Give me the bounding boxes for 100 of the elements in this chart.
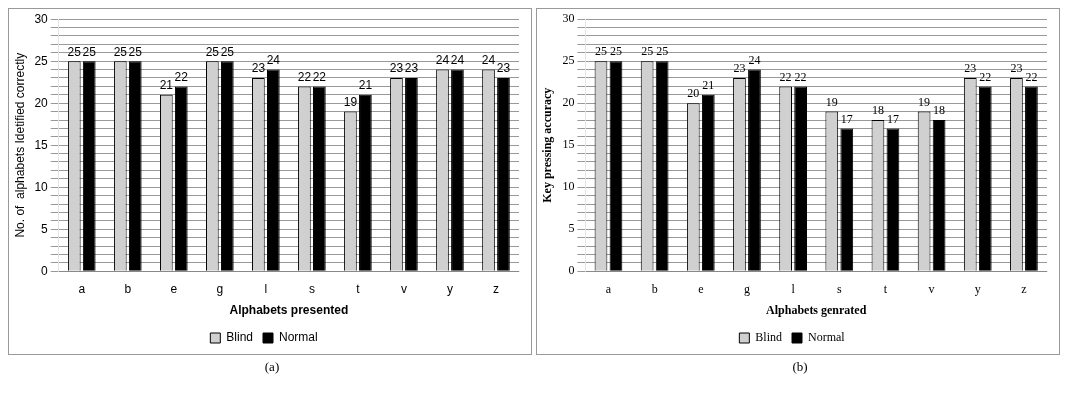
data-label: 23	[404, 61, 419, 76]
y-axis-title: Key pressing accuracy	[540, 87, 555, 203]
x-tick-label: y	[446, 281, 453, 296]
data-label: 21	[358, 78, 373, 93]
x-tick-label: l	[791, 281, 796, 296]
data-label: 17	[886, 111, 899, 126]
data-label: 19	[343, 94, 358, 109]
x-tick-label: v	[928, 281, 935, 296]
data-label: 18	[933, 103, 946, 118]
bar	[128, 61, 142, 271]
y-tick-label: 5	[41, 221, 49, 236]
data-label: 24	[435, 52, 450, 67]
bar	[978, 86, 992, 271]
x-tick-label: a	[78, 281, 86, 296]
data-label: 23	[496, 61, 511, 76]
bar	[794, 86, 807, 271]
y-tick-label: 30	[562, 11, 575, 26]
data-label: 22	[297, 69, 312, 84]
text: (a)	[263, 359, 281, 375]
data-label: 19	[825, 94, 838, 109]
bar	[266, 69, 280, 271]
bar	[174, 86, 188, 271]
data-label: 25	[220, 44, 235, 59]
data-label: 19	[918, 94, 931, 109]
data-label: 24	[450, 52, 465, 67]
bar	[497, 78, 510, 271]
data-label: 24	[481, 52, 496, 67]
y-tick-label: 0	[568, 263, 575, 278]
bar	[932, 120, 946, 271]
x-tick-label: l	[264, 281, 268, 296]
bar	[886, 128, 900, 271]
bar	[405, 78, 418, 271]
y-tick-label: 5	[568, 221, 575, 236]
bar	[840, 128, 854, 271]
x-axis-title: Alphabets genrated	[766, 302, 867, 317]
x-tick-label: t	[356, 281, 361, 296]
data-label: 23	[389, 61, 404, 76]
data-label: 25	[205, 44, 220, 59]
y-tick-label: 20	[34, 95, 49, 110]
y-tick-label: 25	[34, 53, 49, 68]
data-label: 21	[159, 78, 174, 93]
data-label: 22	[979, 69, 992, 84]
data-label: 20	[687, 86, 700, 101]
x-tick-label: v	[400, 281, 407, 296]
y-axis-title: No. of alphabets Idetified correctly	[12, 52, 27, 238]
data-label: 21	[702, 77, 715, 92]
legend-label: Blind	[226, 330, 254, 345]
data-label: 18	[871, 103, 884, 118]
data-label: 25	[67, 44, 82, 59]
y-tick-label: 25	[562, 53, 575, 68]
x-tick-label: s	[836, 281, 842, 296]
data-label: 24	[266, 52, 281, 67]
data-label: 22	[1025, 69, 1038, 84]
x-tick-label: z	[1021, 281, 1027, 296]
x-tick-label: e	[170, 281, 178, 296]
data-label: 24	[748, 52, 761, 67]
data-label: 22	[779, 69, 792, 84]
data-label: 23	[733, 61, 746, 76]
bar	[82, 61, 96, 271]
x-tick-label: z	[492, 281, 499, 296]
data-label: 25	[609, 44, 622, 59]
x-tick-label: g	[216, 281, 224, 296]
data-label: 22	[312, 69, 327, 84]
bar	[313, 86, 326, 271]
x-tick-label: e	[698, 281, 704, 296]
x-tick-label: t	[883, 281, 888, 296]
legend-label: Blind	[755, 330, 783, 345]
y-tick-label: 20	[562, 95, 575, 110]
data-label: 25	[113, 44, 128, 59]
data-label: 25	[82, 44, 97, 59]
x-tick-label: b	[651, 281, 658, 296]
x-tick-label: y	[974, 281, 981, 296]
y-tick-label: 30	[34, 11, 49, 26]
y-tick-label: 15	[34, 137, 49, 152]
bar	[748, 69, 761, 271]
x-axis-title: Alphabets presented	[229, 303, 349, 318]
bar	[359, 94, 372, 271]
bar	[1025, 86, 1038, 271]
data-label: 25	[594, 44, 607, 59]
bar	[220, 61, 234, 271]
data-label: 22	[794, 69, 807, 84]
legend-label: Normal	[808, 330, 846, 345]
y-tick-label: 15	[562, 137, 575, 152]
bar	[701, 94, 715, 271]
data-label: 23	[964, 61, 977, 76]
x-tick-label: b	[124, 281, 132, 296]
data-label: 17	[840, 111, 853, 126]
legend-label: Normal	[279, 330, 318, 345]
x-tick-label: g	[743, 281, 750, 296]
data-label: 25	[656, 44, 669, 59]
y-tick-label: 0	[41, 263, 49, 278]
x-tick-label: a	[605, 281, 612, 296]
bar	[609, 61, 623, 271]
bar	[655, 61, 669, 271]
data-label: 22	[174, 69, 189, 84]
text: (b)	[791, 359, 809, 375]
y-tick-label: 10	[562, 179, 575, 194]
bar	[451, 69, 464, 271]
data-label: 25	[128, 44, 143, 59]
x-tick-label: s	[308, 281, 315, 296]
